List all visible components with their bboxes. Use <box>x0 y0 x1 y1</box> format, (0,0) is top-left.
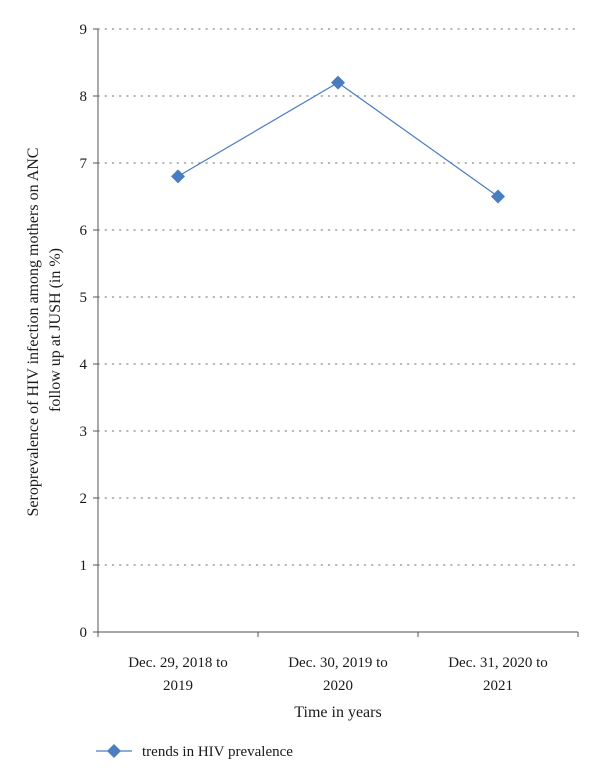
y-tick-labels: 0 1 2 3 4 5 6 7 8 9 <box>80 22 88 641</box>
series-layer <box>171 75 505 204</box>
y-tick-label: 8 <box>80 89 88 105</box>
legend-marker <box>107 744 121 758</box>
x-tick-label-line: 2021 <box>483 678 513 694</box>
y-tick-label: 4 <box>80 357 88 373</box>
x-tick-label-line: Dec. 31, 2020 to <box>448 655 548 671</box>
y-axis-title-line-2: follow up at JUSH (in %) <box>47 248 64 412</box>
x-tick-label-line: 2019 <box>163 678 193 694</box>
data-point <box>171 169 185 184</box>
axes <box>93 28 579 637</box>
x-tick-label: Dec. 29, 2018 to 2019 <box>128 655 228 694</box>
y-tick-label: 5 <box>80 290 88 306</box>
x-tick-label-line: Dec. 29, 2018 to <box>128 655 228 671</box>
y-tick-label: 3 <box>80 424 88 440</box>
y-tick-label: 6 <box>80 223 88 239</box>
y-tick-label: 0 <box>80 625 88 641</box>
y-tick-label: 9 <box>80 22 88 38</box>
y-axis-title-line-1: Seroprevalence of HIV infection among mo… <box>25 148 42 517</box>
data-point <box>331 75 345 90</box>
data-point <box>491 189 505 204</box>
series-line <box>177 81 499 197</box>
y-tick-label: 1 <box>80 558 88 574</box>
x-tick-label: Dec. 30, 2019 to 2020 <box>288 655 388 694</box>
legend-entry-label: trends in HIV prevalence <box>142 744 293 760</box>
y-tick-label: 7 <box>80 156 88 172</box>
x-axis-title: Time in years <box>294 704 381 721</box>
x-tick-labels: Dec. 29, 2018 to 2019 Dec. 30, 2019 to 2020… <box>128 655 548 694</box>
x-tick-label: Dec. 31, 2020 to 2021 <box>448 655 548 694</box>
x-tick-label-line: 2020 <box>323 678 353 694</box>
x-tick-label-line: Dec. 30, 2019 to <box>288 655 388 671</box>
y-axis-title: Seroprevalence of HIV infection among mo… <box>25 144 64 517</box>
gridlines <box>97 28 579 566</box>
y-tick-label: 2 <box>80 491 88 507</box>
legend: trends in HIV prevalence <box>96 744 293 760</box>
